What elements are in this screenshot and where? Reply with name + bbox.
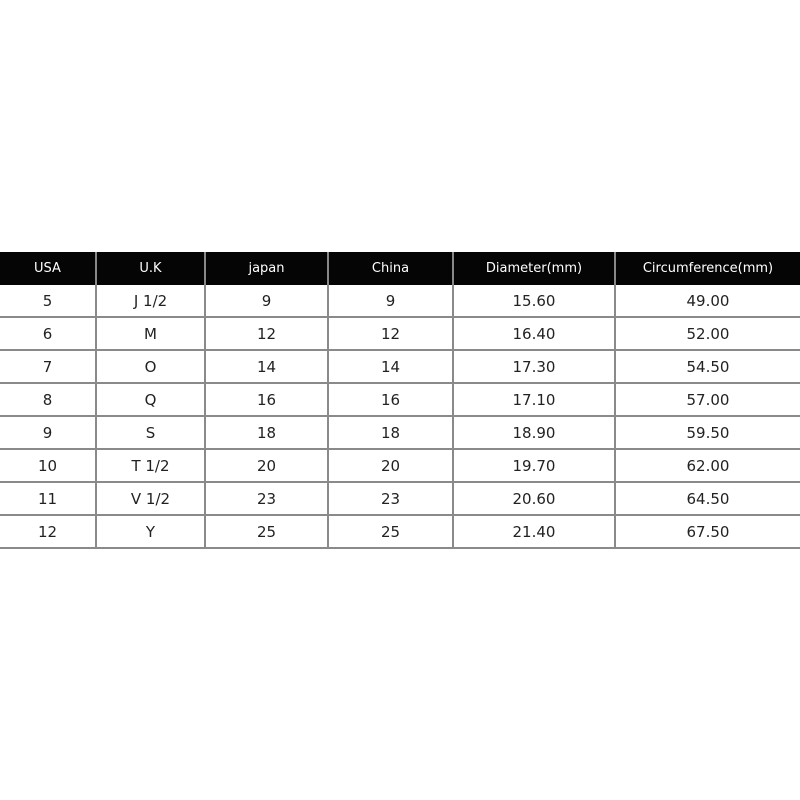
table-cell: 7	[0, 350, 96, 384]
table-cell: 17.30	[452, 350, 615, 384]
table-cell: J 1/2	[95, 285, 205, 318]
table-cell: 59.50	[614, 416, 800, 450]
column-header: China	[327, 252, 453, 285]
table-cell: S	[95, 416, 205, 450]
table-cell: 12	[204, 317, 328, 351]
table-cell: 18	[204, 416, 328, 450]
table-cell: 14	[327, 350, 453, 384]
table-row: 8 Q 16 16 17.10 57.00	[0, 383, 800, 417]
table-cell: O	[95, 350, 205, 384]
table-cell: 67.50	[614, 515, 800, 549]
table-cell: 12	[327, 317, 453, 351]
table-cell: 16.40	[452, 317, 615, 351]
table-cell: 17.10	[452, 383, 615, 417]
table-cell: 23	[327, 482, 453, 516]
table-cell: 9	[327, 285, 453, 318]
table-cell: 25	[327, 515, 453, 549]
table-row: 12 Y 25 25 21.40 67.50	[0, 515, 800, 549]
table-cell: T 1/2	[95, 449, 205, 483]
table-row: 11 V 1/2 23 23 20.60 64.50	[0, 482, 800, 516]
table-cell: 16	[204, 383, 328, 417]
table-cell: 12	[0, 515, 96, 549]
table-cell: V 1/2	[95, 482, 205, 516]
column-header: Diameter(mm)	[452, 252, 615, 285]
table-cell: 49.00	[614, 285, 800, 318]
table-cell: 11	[0, 482, 96, 516]
table-cell: M	[95, 317, 205, 351]
table-cell: 16	[327, 383, 453, 417]
column-header: japan	[204, 252, 328, 285]
table-cell: 23	[204, 482, 328, 516]
table-cell: 18.90	[452, 416, 615, 450]
table-cell: 14	[204, 350, 328, 384]
table-cell: Y	[95, 515, 205, 549]
table-cell: 9	[204, 285, 328, 318]
column-header: U.K	[95, 252, 205, 285]
table-row: 6 M 12 12 16.40 52.00	[0, 317, 800, 351]
table-cell: 18	[327, 416, 453, 450]
table-cell: 9	[0, 416, 96, 450]
table-cell: 62.00	[614, 449, 800, 483]
table-cell: 54.50	[614, 350, 800, 384]
column-header: Circumference(mm)	[614, 252, 800, 285]
table-cell: 20.60	[452, 482, 615, 516]
table-cell: 64.50	[614, 482, 800, 516]
table-cell: 5	[0, 285, 96, 318]
table-cell: 20	[204, 449, 328, 483]
table-row: 10 T 1/2 20 20 19.70 62.00	[0, 449, 800, 483]
table-cell: 10	[0, 449, 96, 483]
table-cell: 8	[0, 383, 96, 417]
table-cell: 52.00	[614, 317, 800, 351]
table-cell: 57.00	[614, 383, 800, 417]
table-cell: 20	[327, 449, 453, 483]
table-cell: 6	[0, 317, 96, 351]
table-cell: Q	[95, 383, 205, 417]
header-row: USA U.K japan China Diameter(mm) Circumferenc…	[0, 252, 800, 285]
table-cell: 21.40	[452, 515, 615, 549]
table-row: 7 O 14 14 17.30 54.50	[0, 350, 800, 384]
table-cell: 25	[204, 515, 328, 549]
table-cell: 19.70	[452, 449, 615, 483]
table-row: 9 S 18 18 18.90 59.50	[0, 416, 800, 450]
table-cell: 15.60	[452, 285, 615, 318]
column-header: USA	[0, 252, 96, 285]
ring-size-table: USA U.K japan China Diameter(mm) Circumferenc…	[0, 252, 800, 549]
